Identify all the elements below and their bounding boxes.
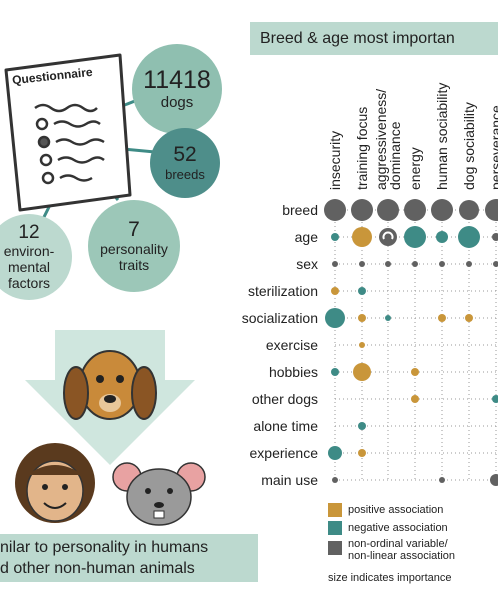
negative-legend-label: negative association xyxy=(348,522,448,534)
importance-dot xyxy=(328,446,342,460)
personality-traits-circle: 7 personality traits xyxy=(88,200,180,292)
positive-legend-swatch xyxy=(328,503,342,517)
importance-dot xyxy=(331,233,339,241)
importance-dot xyxy=(438,314,446,322)
chart-title: Breed & age most importan xyxy=(250,22,498,55)
importance-dot xyxy=(459,200,479,220)
dogs-label: dogs xyxy=(160,94,194,111)
importance-dot xyxy=(385,315,391,321)
conclusion-banner: nilar to personality in humans d other n… xyxy=(0,534,258,582)
importance-dot xyxy=(458,226,480,248)
size-note: size indicates importance xyxy=(328,572,452,584)
mouse-icon xyxy=(112,462,206,526)
row-label: exercise xyxy=(265,337,318,353)
row-label: age xyxy=(294,229,318,245)
importance-dot xyxy=(411,395,419,403)
row-label: alone time xyxy=(253,418,318,434)
importance-dot xyxy=(353,363,371,381)
row-label: socialization xyxy=(241,310,318,326)
importance-dot xyxy=(324,199,346,221)
row-label: sex xyxy=(296,256,318,272)
conclusion-line-1: nilar to personality in humans xyxy=(0,539,209,556)
importance-dot xyxy=(436,231,448,243)
importance-dot xyxy=(385,261,391,267)
importance-dot xyxy=(439,261,445,267)
positive-legend-label: positive association xyxy=(348,504,444,516)
breeds-count-circle: 52 breeds xyxy=(150,128,220,198)
importance-dot xyxy=(412,261,418,267)
nonordinal-legend-label-2: non-linear association xyxy=(348,550,456,562)
importance-dot xyxy=(493,261,498,267)
row-label: main use xyxy=(261,472,318,488)
conclusion-line-2: d other non-human animals xyxy=(0,560,195,577)
importance-dot xyxy=(377,199,399,221)
column-header: dominance xyxy=(387,121,403,191)
importance-dot-grid xyxy=(324,199,498,486)
questionnaire-icon xyxy=(4,53,132,212)
traits-label-1: personality xyxy=(100,241,168,257)
dog-icon xyxy=(63,350,157,420)
importance-dot xyxy=(358,287,366,295)
column-header: human sociability xyxy=(434,82,450,190)
importance-dot xyxy=(485,199,498,221)
dogs-count: 11418 xyxy=(143,66,211,94)
row-label: other dogs xyxy=(251,391,318,407)
column-header: dog sociability xyxy=(461,102,477,190)
importance-dot xyxy=(331,368,339,376)
env-factors-circle: 12 environ- mental factors xyxy=(0,214,72,300)
breeds-label: breeds xyxy=(165,166,205,182)
row-label: experience xyxy=(249,445,319,461)
infographic-left-art xyxy=(4,53,156,226)
arrow-illustration xyxy=(15,330,206,526)
importance-dot xyxy=(359,261,365,267)
importance-dot xyxy=(351,199,373,221)
human-icon xyxy=(15,443,95,523)
importance-dot xyxy=(492,395,498,403)
importance-dot xyxy=(358,449,366,457)
env-factors-label-3: factors xyxy=(7,275,50,291)
breeds-count: 52 xyxy=(173,142,197,166)
row-label: breed xyxy=(282,202,318,218)
column-header: perseverance xyxy=(488,105,498,190)
importance-dot xyxy=(466,261,472,267)
nonordinal-legend-label-1: non-ordinal variable/ xyxy=(348,538,448,550)
negative-legend-swatch xyxy=(328,521,342,535)
importance-dot xyxy=(404,199,426,221)
importance-dot xyxy=(352,227,372,247)
importance-dot xyxy=(465,314,473,322)
importance-dot xyxy=(325,308,345,328)
column-header: training focus xyxy=(354,106,370,190)
importance-dot xyxy=(439,477,445,483)
column-header: energy xyxy=(407,147,423,190)
traits-count: 7 xyxy=(128,218,140,241)
importance-dot xyxy=(358,422,366,430)
importance-dot xyxy=(492,233,498,241)
importance-dot xyxy=(358,314,366,322)
env-factors-label-2: mental xyxy=(7,259,51,275)
traits-label-2: traits xyxy=(118,257,150,273)
importance-dot xyxy=(332,261,338,267)
column-header: insecurity xyxy=(327,130,343,190)
row-label: sterilization xyxy=(247,283,318,299)
importance-dot xyxy=(431,199,453,221)
nonlinear-ring-mark xyxy=(382,231,394,240)
env-factors-count: 12 xyxy=(18,222,40,243)
row-label: hobbies xyxy=(268,364,318,380)
importance-dot xyxy=(359,342,365,348)
env-factors-label-1: environ- xyxy=(3,243,55,259)
importance-dot xyxy=(404,226,426,248)
importance-dot xyxy=(331,287,339,295)
importance-dot xyxy=(332,477,338,483)
importance-dot xyxy=(379,228,397,246)
dogs-count-circle: 11418 dogs xyxy=(132,44,222,134)
importance-dot xyxy=(411,368,419,376)
importance-dot xyxy=(490,474,498,486)
nonordinal-legend-swatch xyxy=(328,541,342,555)
